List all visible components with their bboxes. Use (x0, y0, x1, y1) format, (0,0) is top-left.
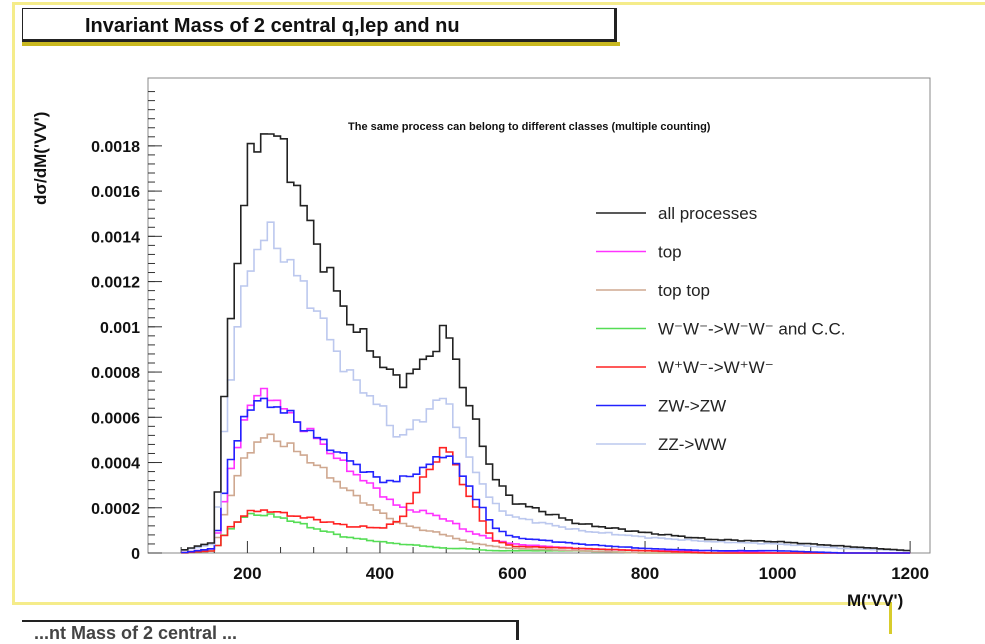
x-axis: 200 400 600 800 1000 1200 (233, 564, 929, 583)
next-plot-title-box: ...nt Mass of 2 central ... (22, 620, 519, 643)
legend-label: top top (658, 281, 710, 300)
legend-label: ZZ->WW (658, 435, 726, 454)
series-line-5 (181, 446, 911, 554)
x-tick-label: 600 (498, 564, 526, 583)
legend-label: all processes (658, 204, 757, 223)
legend-label: W⁺W⁻->W⁺W⁻ (658, 358, 774, 377)
y-axis: 0 0.0002 0.0004 0.0006 0.0008 0.001 0.0012 0.00… (91, 139, 140, 563)
legend: all processes top top top W⁻W⁻->W⁻W⁻ and C.… (596, 204, 845, 454)
plot-title: Invariant Mass of 2 central q,lep and nu (85, 15, 460, 37)
y-tick-label: 0.0004 (91, 456, 140, 473)
x-tick-label: 1000 (759, 564, 797, 583)
y-tick-label: 0.0008 (91, 365, 140, 382)
x-tick-label: 200 (233, 564, 261, 583)
x-tick-label: 400 (366, 564, 394, 583)
annotation-text: The same process can belong to different… (348, 121, 711, 133)
title-shadow (22, 42, 620, 46)
frame-border-top (12, 2, 985, 5)
y-tick-label: 0.0002 (91, 501, 140, 518)
frame-border-left (12, 2, 15, 602)
y-tick-label: 0 (131, 546, 140, 563)
frame-border-bottom (12, 602, 892, 605)
series-line-6 (181, 397, 911, 554)
y-tick-label: 0.0012 (91, 275, 140, 292)
series-line-7 (181, 221, 911, 552)
plot-title-box: Invariant Mass of 2 central q,lep and nu (22, 8, 617, 42)
legend-label: W⁻W⁻->W⁻W⁻ and C.C. (658, 320, 845, 339)
y-tick-label: 0.0016 (91, 184, 140, 201)
series-layer (181, 133, 911, 554)
legend-label: ZW->ZW (658, 397, 726, 416)
frame-border-right (889, 602, 892, 634)
legend-label: top (658, 243, 682, 262)
y-axis-label: dσ/dM('VV') (31, 112, 50, 205)
x-tick-label: 1200 (891, 564, 929, 583)
y-tick-label: 0.0018 (91, 139, 140, 156)
y-tick-label: 0.0014 (91, 229, 140, 246)
y-tick-label: 0.0006 (91, 410, 140, 427)
y-tick-label: 0.001 (100, 320, 140, 337)
series-line-2 (181, 387, 911, 554)
x-tick-label: 800 (631, 564, 659, 583)
x-axis-label: M('VV') (847, 591, 903, 610)
plot-frame (147, 77, 931, 554)
series-line-1 (181, 133, 911, 552)
